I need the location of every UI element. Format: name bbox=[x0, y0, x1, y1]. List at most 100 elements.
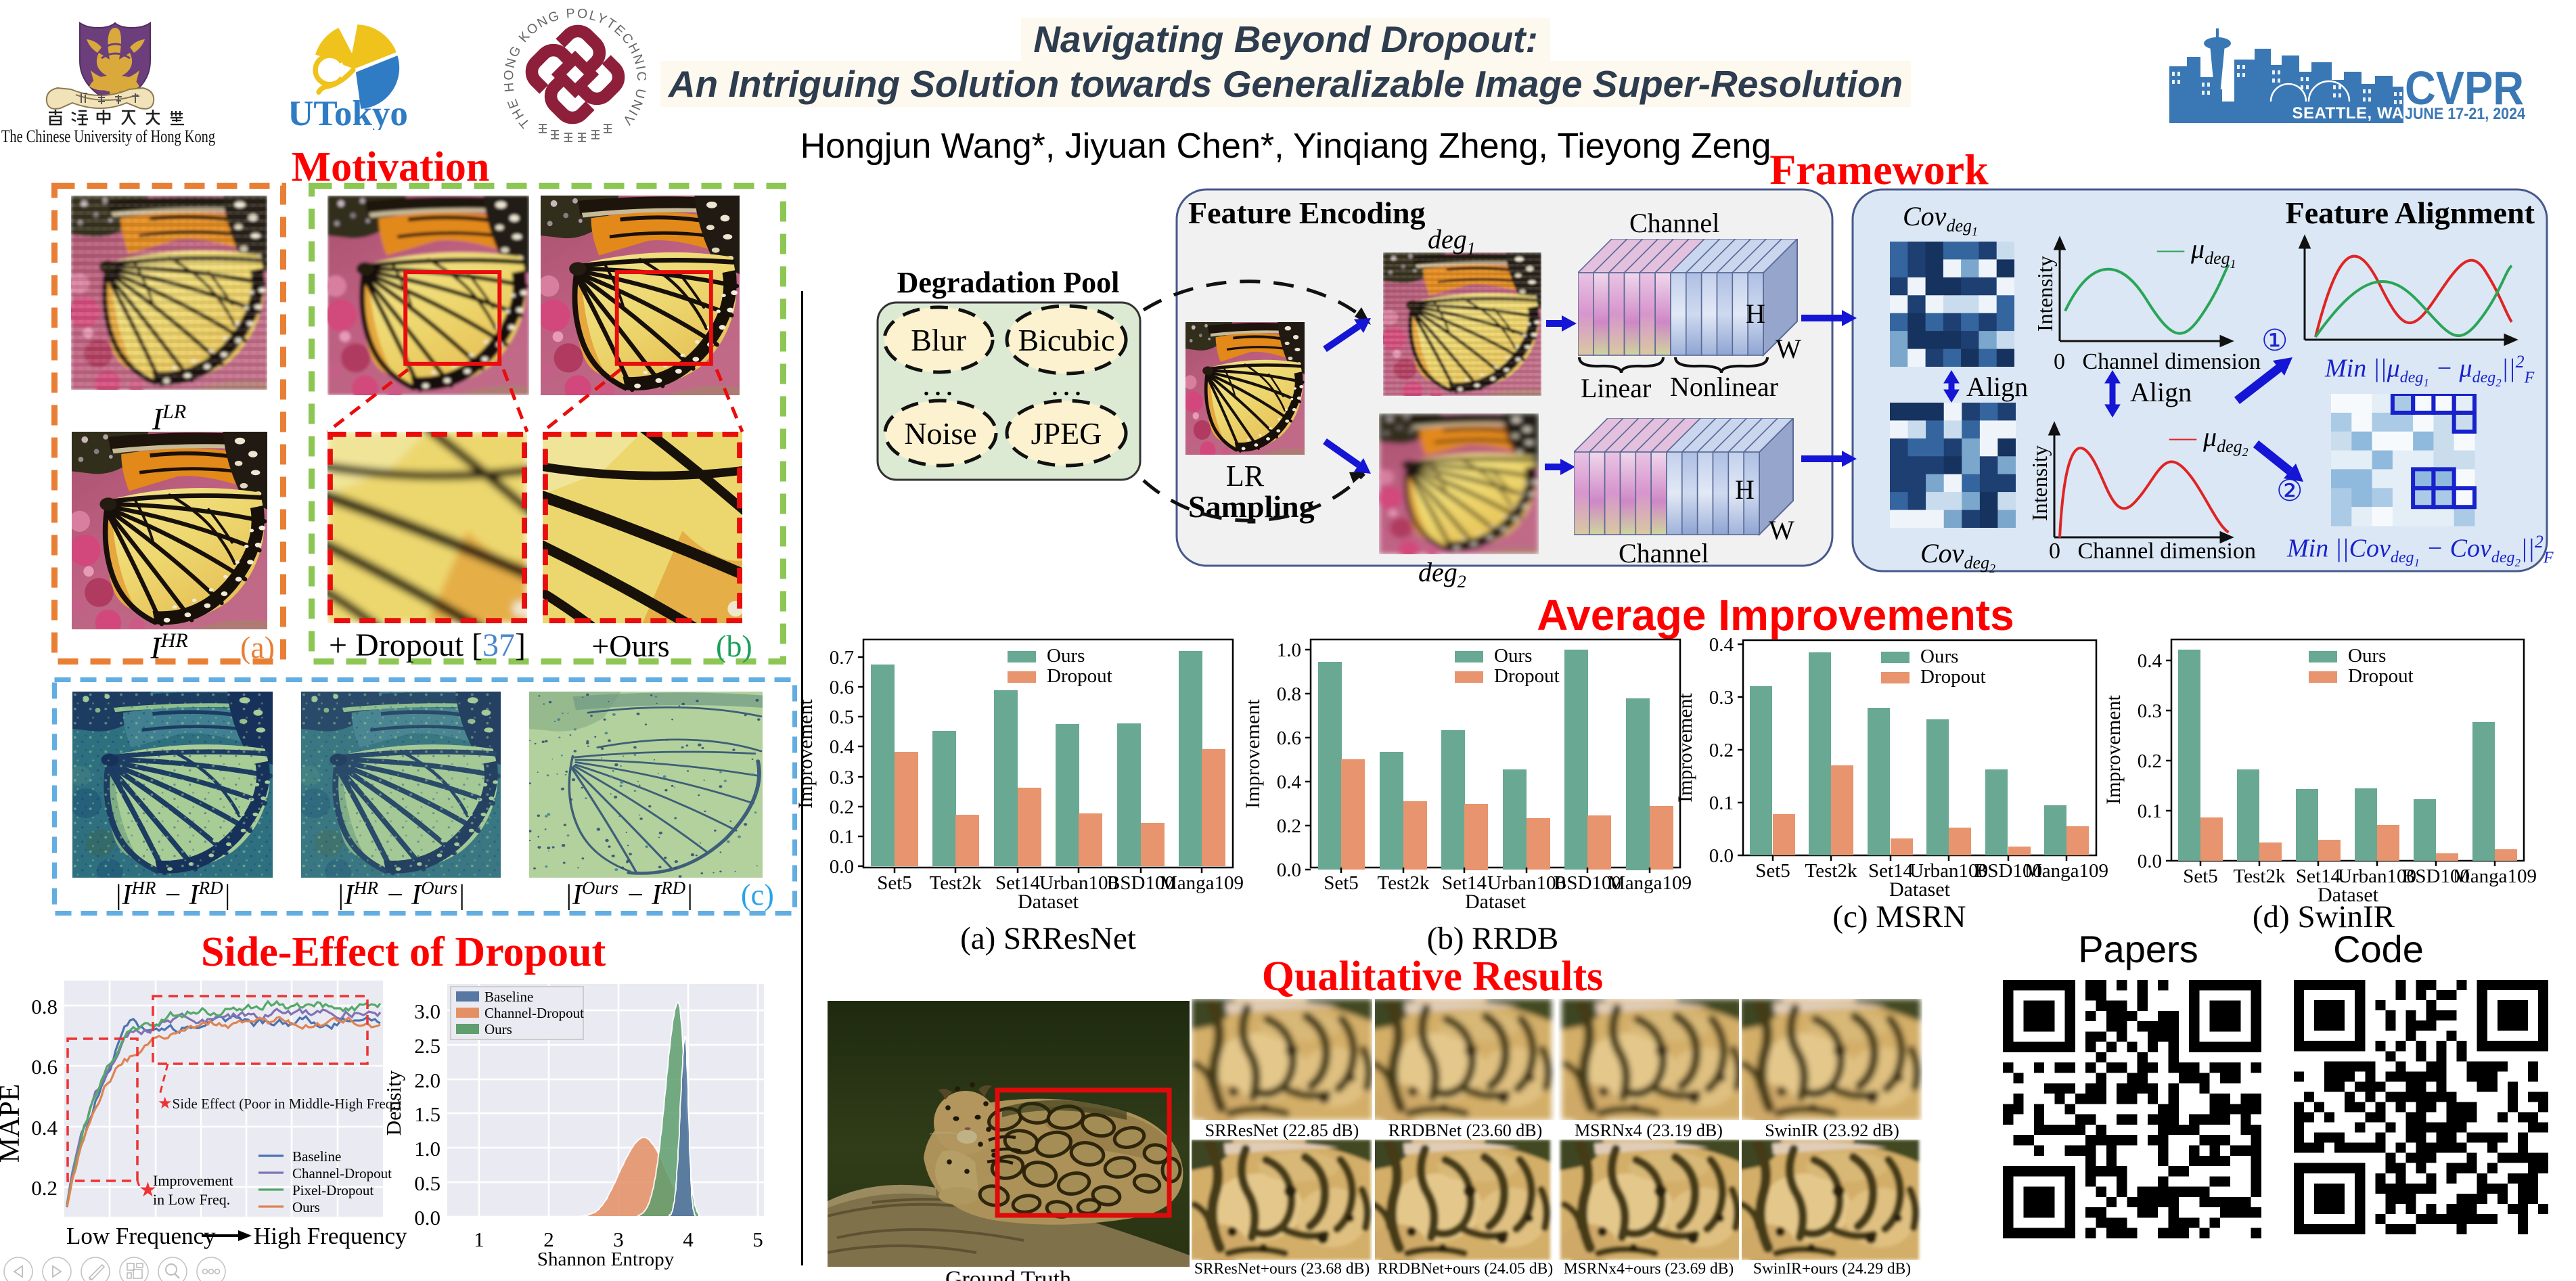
svg-text:Baseline: Baseline bbox=[292, 1148, 341, 1165]
svg-text:0.1: 0.1 bbox=[1709, 792, 1734, 814]
svg-text:Set5: Set5 bbox=[877, 872, 912, 894]
svg-text:Manga109: Manga109 bbox=[2025, 860, 2108, 882]
svg-text:0.4: 0.4 bbox=[2138, 650, 2163, 672]
svg-text:Set5: Set5 bbox=[1324, 872, 1359, 894]
svg-text:1.0: 1.0 bbox=[1277, 639, 1301, 661]
svg-text:Test2k: Test2k bbox=[930, 872, 982, 894]
svg-text:in Low Freq.: in Low Freq. bbox=[153, 1191, 230, 1208]
svg-text:JPEG: JPEG bbox=[1031, 416, 1102, 451]
svg-text:(b) RRDB: (b) RRDB bbox=[1427, 921, 1559, 956]
svg-text:Test2k: Test2k bbox=[2234, 866, 2286, 887]
svg-text:Dataset: Dataset bbox=[1889, 878, 1951, 901]
svg-text:0.8: 0.8 bbox=[1277, 683, 1301, 705]
svg-text:3: 3 bbox=[613, 1228, 624, 1251]
svg-text:Dropout: Dropout bbox=[1047, 665, 1112, 687]
svg-text:BSD100: BSD100 bbox=[2402, 866, 2470, 887]
svg-text:Density: Density bbox=[382, 1070, 405, 1136]
svg-text:★Side Effect (Poor in Middle-H: ★Side Effect (Poor in Middle-High Freq.) bbox=[158, 1095, 401, 1113]
svg-text:5: 5 bbox=[752, 1228, 763, 1251]
svg-text:Improvement: Improvement bbox=[794, 699, 817, 809]
svg-text:Urban100: Urban100 bbox=[2338, 866, 2416, 887]
svg-text:. . .: . . . bbox=[924, 376, 953, 401]
svg-text:High Frequency: High Frequency bbox=[254, 1223, 407, 1249]
svg-text:Channel-Dropout: Channel-Dropout bbox=[484, 1005, 584, 1021]
svg-text:Urban100: Urban100 bbox=[1487, 872, 1566, 894]
svg-text:Bicubic: Bicubic bbox=[1018, 323, 1114, 357]
svg-text:Pixel-Dropout: Pixel-Dropout bbox=[292, 1182, 374, 1198]
svg-text:0.1: 0.1 bbox=[830, 826, 854, 848]
svg-text:Improvement: Improvement bbox=[2102, 695, 2125, 805]
svg-text:Shannon Entropy: Shannon Entropy bbox=[537, 1249, 675, 1270]
svg-text:0.6: 0.6 bbox=[830, 677, 854, 698]
svg-text:0.4: 0.4 bbox=[31, 1116, 58, 1140]
svg-text:0.7: 0.7 bbox=[830, 647, 854, 669]
svg-text:(d) SwinIR: (d) SwinIR bbox=[2253, 899, 2395, 935]
svg-text:0.2: 0.2 bbox=[1709, 740, 1734, 761]
svg-text:0.3: 0.3 bbox=[2138, 700, 2162, 722]
svg-text:Low Frequency: Low Frequency bbox=[66, 1223, 216, 1249]
svg-text:(c) MSRN: (c) MSRN bbox=[1832, 899, 1966, 935]
svg-text:Dataset: Dataset bbox=[1465, 891, 1527, 913]
svg-text:BSD100: BSD100 bbox=[1554, 872, 1621, 894]
svg-text:0.4: 0.4 bbox=[830, 736, 855, 758]
svg-text:MAPE: MAPE bbox=[0, 1084, 26, 1163]
svg-text:Urban100: Urban100 bbox=[1039, 872, 1118, 894]
svg-text:Channel-Dropout: Channel-Dropout bbox=[292, 1165, 392, 1182]
svg-text:Set5: Set5 bbox=[1755, 860, 1790, 882]
svg-text:0.0: 0.0 bbox=[1277, 859, 1301, 881]
svg-text:Manga109: Manga109 bbox=[2453, 866, 2537, 887]
svg-text:0.2: 0.2 bbox=[2138, 750, 2162, 772]
svg-text:Set5: Set5 bbox=[2183, 866, 2218, 887]
svg-text:0.6: 0.6 bbox=[31, 1055, 58, 1079]
svg-text:2.0: 2.0 bbox=[414, 1069, 440, 1092]
svg-text:0.1: 0.1 bbox=[2138, 801, 2162, 822]
svg-text:BSD100: BSD100 bbox=[1974, 860, 2042, 882]
svg-text:(a) SRResNet: (a) SRResNet bbox=[960, 921, 1136, 956]
svg-text:0.5: 0.5 bbox=[414, 1171, 440, 1195]
svg-text:★: ★ bbox=[139, 1179, 157, 1201]
svg-text:Ours: Ours bbox=[2348, 645, 2386, 667]
svg-text:Ours: Ours bbox=[292, 1199, 320, 1215]
svg-text:Urban100: Urban100 bbox=[1910, 860, 1988, 882]
svg-text:Test2k: Test2k bbox=[1805, 860, 1857, 882]
svg-text:4: 4 bbox=[683, 1228, 694, 1251]
svg-text:0.6: 0.6 bbox=[1277, 727, 1301, 749]
svg-text:BSD100: BSD100 bbox=[1107, 872, 1175, 894]
svg-text:0.2: 0.2 bbox=[31, 1176, 58, 1200]
svg-text:Improvement: Improvement bbox=[1242, 699, 1264, 809]
svg-text:Set14: Set14 bbox=[1442, 872, 1487, 894]
svg-text:0.4: 0.4 bbox=[1709, 634, 1734, 656]
svg-text:0.2: 0.2 bbox=[1277, 815, 1301, 837]
svg-text:JUNE 17-21, 2024: JUNE 17-21, 2024 bbox=[2405, 105, 2526, 123]
svg-text:SEATTLE, WA: SEATTLE, WA bbox=[2292, 104, 2403, 122]
svg-text:Ours: Ours bbox=[1494, 645, 1532, 667]
svg-text:Improvement: Improvement bbox=[1674, 693, 1696, 803]
svg-text:Dataset: Dataset bbox=[1018, 891, 1079, 913]
svg-text:Ours: Ours bbox=[1920, 646, 1958, 667]
svg-text:Set14: Set14 bbox=[1868, 860, 1914, 882]
svg-text:CVPR: CVPR bbox=[2405, 62, 2524, 114]
svg-text:Dataset: Dataset bbox=[2318, 884, 2379, 906]
svg-text:1: 1 bbox=[474, 1228, 484, 1251]
svg-text:2: 2 bbox=[543, 1228, 554, 1251]
svg-text:1.5: 1.5 bbox=[414, 1102, 440, 1126]
svg-text:Test2k: Test2k bbox=[1378, 872, 1430, 894]
svg-text:0.5: 0.5 bbox=[830, 706, 854, 728]
svg-text:Noise: Noise bbox=[904, 416, 976, 451]
svg-text:Set14: Set14 bbox=[2296, 866, 2341, 887]
svg-text:Manga109: Manga109 bbox=[1160, 872, 1244, 894]
svg-text:Dropout: Dropout bbox=[2348, 665, 2414, 687]
svg-text:0.3: 0.3 bbox=[830, 767, 854, 788]
svg-text:0.0: 0.0 bbox=[414, 1206, 440, 1230]
svg-text:Baseline: Baseline bbox=[484, 989, 533, 1005]
svg-text:Improvement: Improvement bbox=[153, 1172, 233, 1189]
svg-text:Set14: Set14 bbox=[995, 872, 1041, 894]
svg-text:0.3: 0.3 bbox=[1709, 687, 1734, 709]
svg-text:Ours: Ours bbox=[1047, 645, 1085, 667]
svg-text:Ours: Ours bbox=[484, 1021, 512, 1037]
svg-text:Blur: Blur bbox=[911, 323, 966, 357]
svg-text:1.0: 1.0 bbox=[414, 1137, 440, 1161]
svg-text:UTokyo: UTokyo bbox=[291, 94, 408, 130]
svg-text:Dropout: Dropout bbox=[1494, 665, 1560, 687]
svg-text:Manga109: Manga109 bbox=[1608, 872, 1692, 894]
